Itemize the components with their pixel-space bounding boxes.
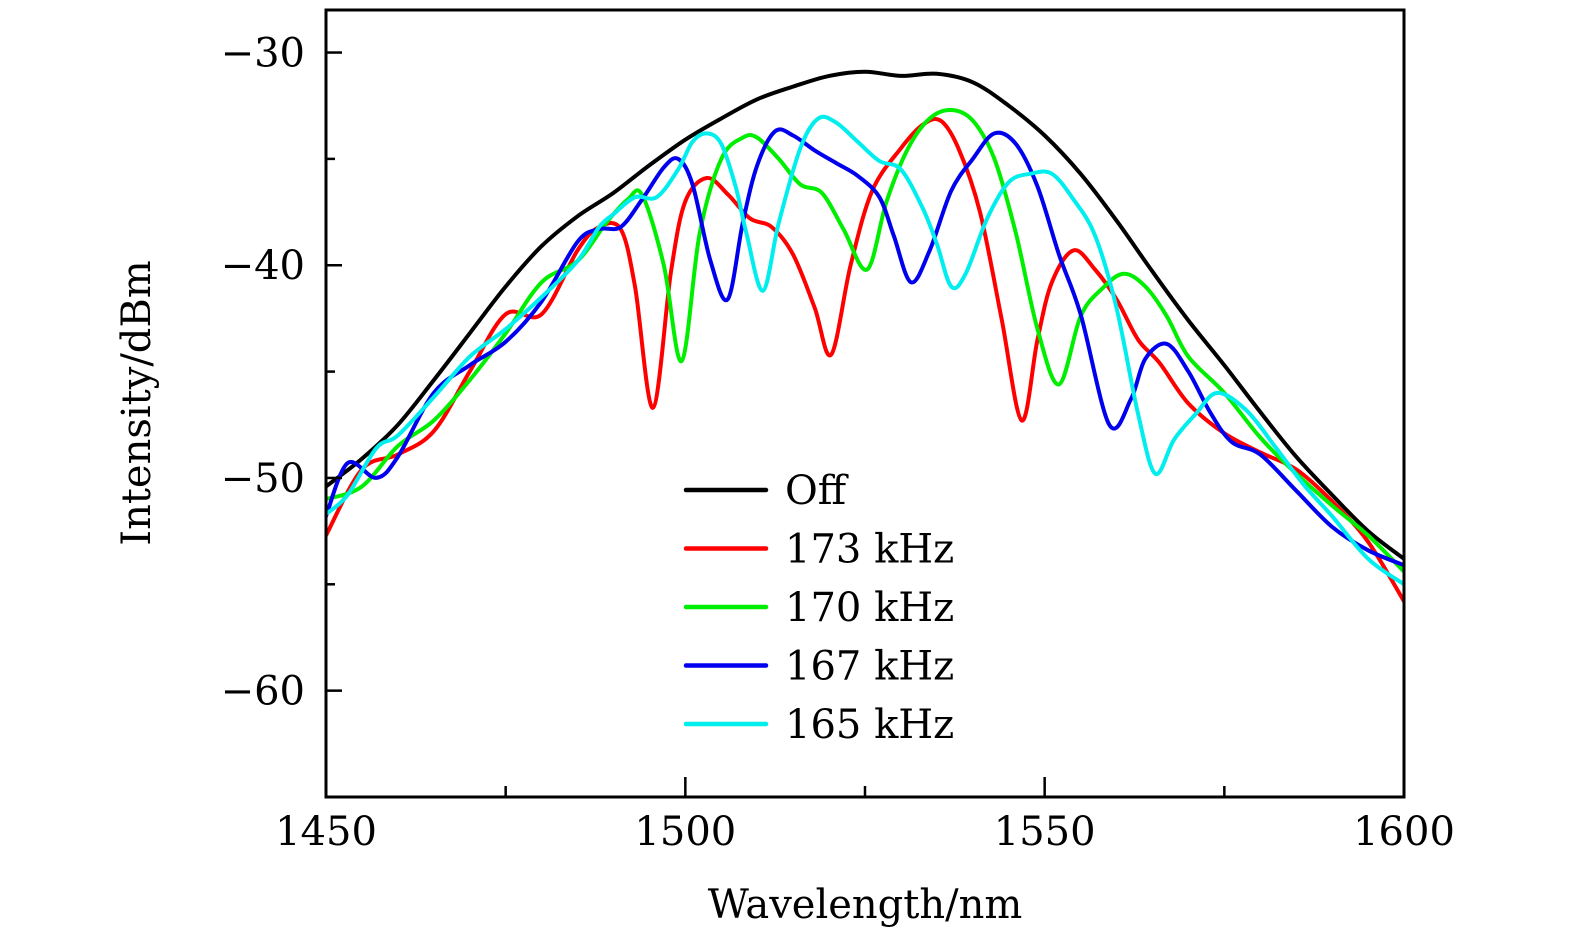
- x-tick-label: 1550: [994, 809, 1096, 855]
- legend: Off 173 kHz 170 kHz 167 kHz 165 kHz: [683, 468, 954, 748]
- x-tick-label: 1450: [275, 809, 377, 855]
- x-tick-label: 1500: [634, 809, 736, 855]
- series-line-167-khz: [326, 127, 1404, 568]
- y-axis-label: Intensity/dBm: [114, 260, 160, 545]
- legend-item: 167 kHz: [683, 644, 954, 690]
- legend-item: 173 kHz: [683, 527, 954, 573]
- legend-label: 165 kHz: [785, 702, 954, 748]
- legend-item: 165 kHz: [683, 702, 954, 748]
- series-layer: [326, 69, 1404, 604]
- legend-item: 170 kHz: [683, 585, 954, 631]
- x-tick-label: 1600: [1353, 809, 1455, 855]
- legend-item: Off: [683, 468, 849, 514]
- legend-label: 170 kHz: [785, 585, 954, 631]
- y-axis: −30 −40 −50 −60: [221, 31, 342, 715]
- y-tick-label: −40: [221, 243, 305, 289]
- series-line-off: [326, 69, 1404, 561]
- legend-label: 173 kHz: [785, 527, 954, 573]
- series-line-165-khz: [326, 114, 1404, 587]
- y-tick-label: −60: [221, 669, 305, 715]
- x-axis-label: Wavelength/nm: [708, 882, 1023, 928]
- y-tick-label: −30: [221, 31, 305, 77]
- y-tick-label: −50: [221, 456, 305, 502]
- x-axis: 1450 1500 1550 1600: [275, 777, 1455, 855]
- legend-label: Off: [785, 468, 849, 514]
- legend-label: 167 kHz: [785, 644, 954, 690]
